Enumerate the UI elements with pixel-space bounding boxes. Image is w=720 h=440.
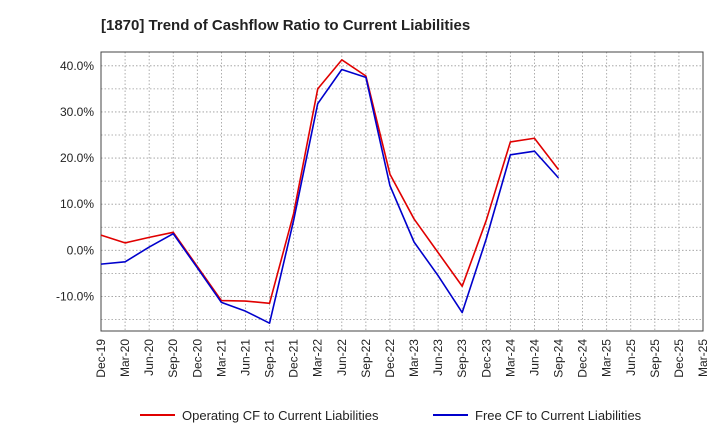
legend-label-2: Free CF to Current Liabilities	[475, 408, 642, 423]
x-tick-label: Dec-22	[383, 339, 397, 378]
series-line-1	[100, 59, 560, 305]
chart-title: [1870] Trend of Cashflow Ratio to Curren…	[101, 17, 470, 34]
x-tick-label: Mar-21	[214, 339, 228, 377]
x-tick-label: Mar-25	[696, 339, 710, 377]
legend: Operating CF to Current Liabilities Free …	[140, 408, 642, 423]
x-tick-label: Sep-20	[166, 339, 180, 378]
y-tick-label: 20.0%	[60, 151, 94, 165]
y-tick-label: -10.0%	[56, 289, 94, 303]
x-tick-label: Jun-21	[238, 339, 252, 376]
x-tick-label: Sep-23	[455, 339, 469, 378]
series-group	[100, 59, 560, 324]
x-tick-label: Jun-24	[527, 339, 541, 376]
y-tick-label: 0.0%	[67, 243, 95, 257]
x-tick-label: Mar-24	[503, 339, 517, 377]
y-axis: -10.0% 0.0% 10.0% 20.0% 30.0% 40.0%	[56, 59, 94, 304]
x-tick-label: Dec-23	[479, 339, 493, 378]
x-tick-label: Dec-24	[576, 339, 590, 378]
x-tick-label: Jun-25	[624, 339, 638, 376]
x-tick-label: Mar-25	[600, 339, 614, 377]
x-tick-label: Sep-24	[552, 339, 566, 378]
x-tick-label: Sep-22	[359, 339, 373, 378]
x-axis: Dec-19 Mar-20 Jun-20 Sep-20 Dec-20 Mar-21 Jun-…	[94, 339, 710, 378]
x-tick-label: Sep-25	[648, 339, 662, 378]
x-tick-label: Dec-19	[94, 339, 108, 378]
x-tick-label: Mar-23	[407, 339, 421, 377]
x-tick-label: Dec-20	[190, 339, 204, 378]
x-tick-label: Jun-23	[431, 339, 445, 376]
legend-label-1: Operating CF to Current Liabilities	[182, 408, 379, 423]
y-tick-label: 10.0%	[60, 197, 94, 211]
x-tick-label: Dec-21	[287, 339, 301, 378]
series-line-2	[100, 68, 560, 324]
plot-frame	[100, 51, 704, 332]
x-tick-label: Sep-21	[263, 339, 277, 378]
x-tick-label: Mar-22	[311, 339, 325, 377]
grid	[100, 52, 704, 331]
x-tick-label: Jun-22	[335, 339, 349, 376]
x-tick-label: Dec-25	[672, 339, 686, 378]
x-tick-label: Jun-20	[142, 339, 156, 376]
y-tick-label: 40.0%	[60, 59, 94, 73]
x-tick-label: Mar-20	[118, 339, 132, 377]
y-tick-label: 30.0%	[60, 105, 94, 119]
